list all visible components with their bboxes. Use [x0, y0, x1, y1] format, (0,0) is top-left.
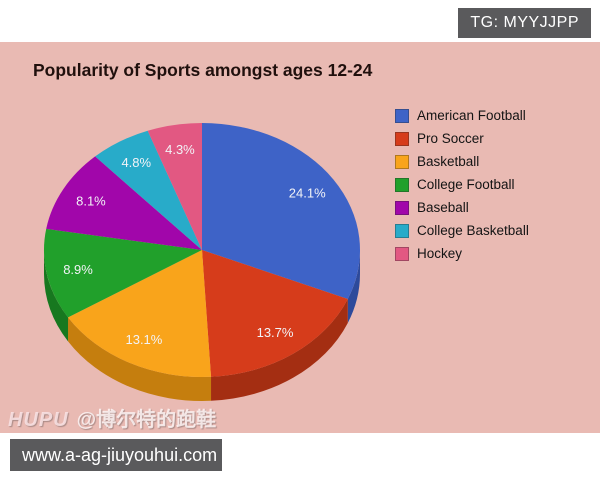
pie-slice-baseball [46, 156, 203, 250]
legend: American Football Pro Soccer Basketball Col… [395, 104, 529, 265]
telegram-watermark-text: TG: MYYJJPP [470, 14, 579, 31]
legend-swatch [395, 200, 409, 215]
pie-slice-label: 24.1% [289, 186, 326, 201]
legend-item: American Football [395, 104, 529, 127]
legend-swatch [395, 154, 409, 169]
pie-slice-label: 4.3% [165, 142, 195, 157]
legend-item: Hockey [395, 242, 529, 265]
pie-slice-side-basketball [68, 317, 212, 402]
hupu-watermark: HUPU @博尔特的跑鞋 [8, 403, 216, 432]
pie-slice-side-pro-soccer [211, 298, 348, 401]
pie-slice-label: 13.7% [257, 325, 294, 340]
pie-slice-college-basketball [95, 130, 202, 250]
legend-swatch [395, 108, 409, 123]
legend-label: American Football [417, 108, 526, 123]
pie-slice-hockey [147, 123, 202, 250]
pie-slice-side-college-football [44, 250, 69, 342]
legend-item: College Football [395, 173, 529, 196]
pie-slice-label: 4.8% [121, 155, 151, 170]
pie-slice-american-football [202, 123, 360, 299]
legend-item: Basketball [395, 150, 529, 173]
legend-label: Baseball [417, 200, 469, 215]
legend-label: Pro Soccer [417, 131, 484, 146]
pie-slice-label: 13.1% [125, 332, 162, 347]
hupu-logo: HUPU [8, 409, 69, 431]
legend-label: College Football [417, 177, 515, 192]
hupu-handle: @博尔特的跑鞋 [76, 409, 217, 431]
pie-slice-basketball [68, 250, 212, 377]
telegram-watermark-badge: TG: MYYJJPP [458, 8, 591, 38]
legend-swatch [395, 177, 409, 192]
legend-label: Hockey [417, 246, 463, 261]
pie-slice-label: 8.9% [63, 262, 93, 277]
legend-item: Baseball [395, 196, 529, 219]
site-watermark-bar: www.a-ag-jiuyouhui.com [10, 439, 222, 471]
pie-slice-pro-soccer [202, 250, 348, 377]
pie-slice-side-american-football [347, 250, 360, 323]
legend-item: Pro Soccer [395, 127, 529, 150]
legend-swatch [395, 223, 409, 238]
legend-label: Basketball [417, 154, 480, 169]
chart-title: Popularity of Sports amongst ages 12-24 [33, 60, 373, 80]
legend-item: College Basketball [395, 219, 529, 242]
site-watermark-text: www.a-ag-jiuyouhui.com [22, 445, 218, 465]
pie-slice-label: 8.1% [76, 193, 106, 208]
legend-label: College Basketball [417, 223, 529, 238]
legend-swatch [395, 246, 409, 261]
pie-slice-college-football [43, 228, 203, 318]
legend-swatch [395, 131, 409, 146]
